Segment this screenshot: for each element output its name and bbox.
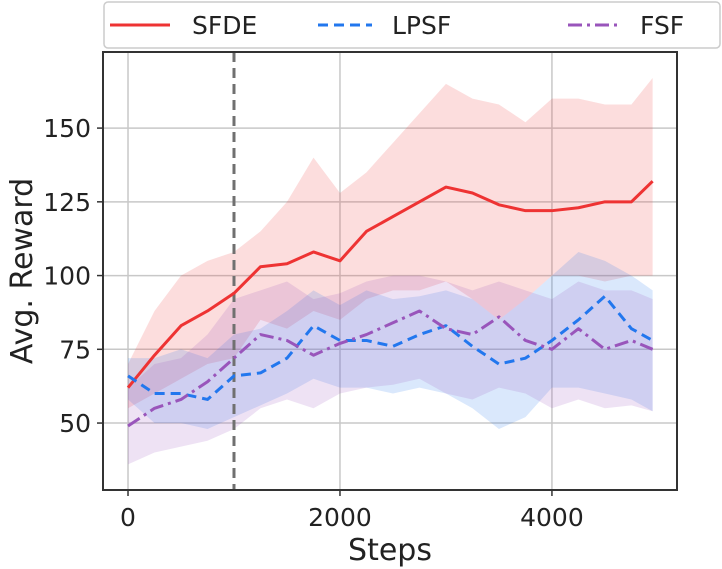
y-tick-label: 50 — [59, 409, 91, 438]
legend-label-fsf: FSF — [640, 11, 684, 40]
legend-label-lpsf: LPSF — [392, 11, 451, 40]
plot-frame — [102, 51, 678, 491]
x-tick-label: 2000 — [308, 503, 372, 532]
band-sfde — [128, 77, 653, 409]
line-lpsf — [127, 294, 654, 401]
line-fsf — [127, 309, 654, 428]
band-lpsf — [128, 251, 653, 429]
confidence-bands — [128, 77, 653, 465]
y-tick-label: 125 — [43, 188, 91, 217]
y-tick-label: 75 — [59, 335, 91, 364]
band-fsf — [128, 275, 653, 465]
line-sfde — [126, 180, 654, 389]
tick-labels: 0 2000 4000 50 75 100 125 150 — [43, 114, 583, 532]
y-axis-label: Avg. Reward — [5, 178, 40, 364]
x-tick-label: 0 — [120, 503, 136, 532]
x-axis-label: Steps — [348, 533, 432, 568]
legend-label-sfde: SFDE — [192, 11, 257, 40]
y-tick-label: 100 — [43, 262, 91, 291]
y-tick-label: 150 — [43, 114, 91, 143]
series-lines — [126, 180, 654, 428]
legend: SFDE LPSF FSF — [103, 1, 721, 49]
grid — [103, 52, 677, 490]
legend-box — [103, 1, 721, 49]
x-tick-label: 4000 — [520, 503, 584, 532]
